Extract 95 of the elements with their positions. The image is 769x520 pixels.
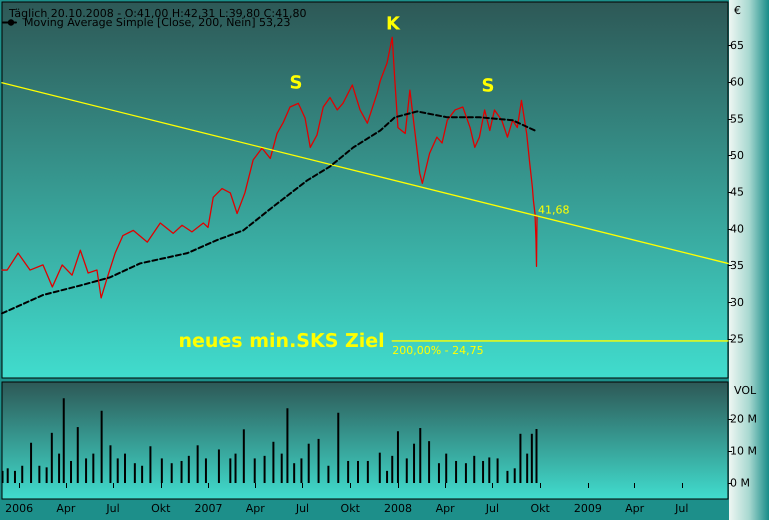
- y-tick-label: 20 M: [730, 412, 757, 426]
- bar: [406, 458, 408, 484]
- x-tick-label: Jul: [674, 502, 688, 515]
- bar: [149, 446, 152, 484]
- bar: [413, 444, 416, 484]
- bar: [327, 466, 330, 484]
- annotation: 41,68: [538, 204, 570, 217]
- bar: [506, 470, 508, 484]
- bar: [347, 460, 350, 484]
- bar: [464, 463, 467, 484]
- bar: [526, 454, 528, 484]
- y-tick-label: 10 M: [730, 444, 757, 458]
- annotation: S: [482, 76, 494, 96]
- annotation: S: [290, 72, 302, 94]
- bar: [496, 458, 499, 484]
- bar: [419, 428, 422, 484]
- bar: [286, 408, 288, 484]
- bar: [109, 445, 112, 484]
- x-tick-label: 2006: [5, 502, 34, 515]
- x-tick-label: Apr: [436, 502, 456, 515]
- x-tick-label: Okt: [151, 502, 172, 515]
- x-tick-label: Jul: [105, 502, 120, 515]
- x-tick-label: Jul: [484, 502, 500, 515]
- y-tick-label: 45: [730, 186, 744, 199]
- annotation: K: [386, 14, 402, 34]
- y-tick-label: 25: [730, 332, 744, 346]
- bar: [488, 457, 490, 484]
- bar: [218, 449, 220, 484]
- bar: [188, 456, 190, 484]
- bar: [196, 445, 199, 484]
- bar: [58, 454, 60, 484]
- bar: [116, 458, 119, 484]
- y-tick-label: 40: [730, 222, 744, 236]
- y-axis-title: VOL: [734, 384, 757, 397]
- bar: [70, 460, 72, 484]
- bar: [308, 444, 310, 484]
- x-tick-label: Apr: [56, 502, 76, 515]
- bar: [536, 428, 538, 484]
- bar: [204, 458, 207, 484]
- bar: [337, 412, 340, 484]
- bar: [85, 458, 88, 484]
- bar: [356, 460, 359, 484]
- y-tick-label: 30: [730, 296, 744, 309]
- bar: [473, 456, 476, 484]
- bar: [391, 456, 394, 484]
- bar: [242, 429, 245, 484]
- bar: [21, 466, 24, 484]
- bar: [530, 434, 533, 484]
- bar: [293, 463, 296, 484]
- bar: [6, 468, 9, 484]
- bar: [229, 458, 232, 484]
- bar: [46, 467, 48, 484]
- bar: [100, 410, 103, 484]
- bar: [438, 463, 440, 484]
- bar: [180, 460, 183, 484]
- x-tick-label: Apr: [625, 502, 645, 515]
- x-tick-label: 2009: [574, 502, 602, 515]
- line-series: [1, 36, 538, 299]
- y-tick-label: 55: [730, 112, 744, 126]
- bar: [38, 466, 40, 484]
- annotation: 200,00% - 24,75: [392, 344, 484, 357]
- y-axis-title: €: [734, 4, 741, 17]
- bar: [234, 454, 237, 484]
- x-tick-label: Okt: [530, 502, 550, 515]
- bar: [378, 452, 381, 484]
- x-tick-label: Jul: [294, 502, 310, 515]
- bar: [386, 470, 388, 484]
- y-tick-label: 60: [730, 76, 744, 89]
- annotation: neues min.SKS Ziel: [178, 330, 385, 352]
- x-tick-label: 2007: [194, 502, 223, 515]
- bar: [482, 460, 484, 484]
- bar: [134, 463, 136, 484]
- bar: [124, 454, 126, 484]
- bar: [170, 463, 173, 484]
- bar: [264, 456, 266, 484]
- bar: [280, 454, 283, 484]
- bar: [366, 460, 369, 484]
- y-tick-label: 50: [730, 148, 744, 162]
- x-tick-label: Apr: [246, 502, 266, 515]
- bar: [272, 442, 274, 484]
- bar: [514, 468, 516, 484]
- bar: [455, 460, 458, 484]
- bar: [92, 454, 94, 484]
- y-tick-label: 35: [730, 259, 744, 272]
- bar: [141, 466, 144, 484]
- x-tick-label: Okt: [340, 502, 361, 515]
- bar: [76, 427, 79, 484]
- y-tick-label: 65: [730, 38, 744, 52]
- x-tick-label: 2008: [384, 502, 412, 515]
- bar: [30, 442, 32, 484]
- bar: [428, 441, 430, 484]
- bar: [14, 470, 16, 484]
- bar: [50, 432, 53, 484]
- bar: [318, 438, 320, 484]
- bar: [519, 434, 522, 484]
